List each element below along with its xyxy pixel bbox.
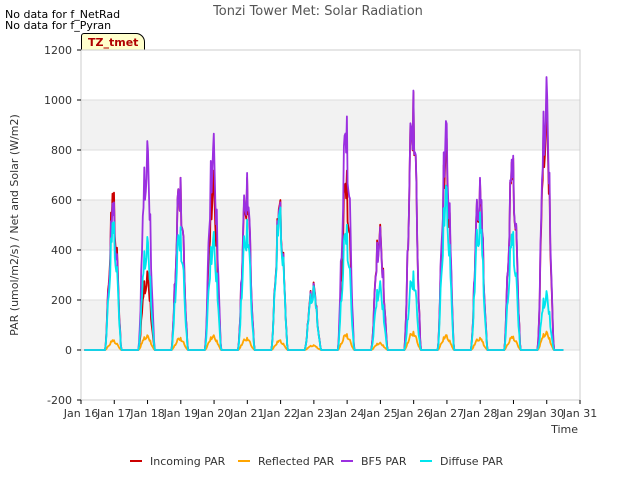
y-tick-label: 1000 [44, 94, 72, 107]
y-tick-label: 400 [51, 244, 72, 257]
x-tick-label: Jan 16 [63, 407, 98, 420]
x-tick-label: Jan 22 [262, 407, 297, 420]
y-tick-label: -200 [47, 394, 72, 407]
x-tick-label: Jan 23 [296, 407, 331, 420]
no-data-note-netrad: No data for f_NetRad [5, 8, 121, 21]
band [81, 100, 580, 150]
band [81, 200, 580, 250]
no-data-note-pyran: No data for f_Pyran [5, 19, 112, 32]
plot-frame [80, 49, 581, 401]
legend-label: Diffuse PAR [440, 455, 504, 468]
x-tick-label: Jan 26 [395, 407, 430, 420]
x-tick-label: Jan 25 [362, 407, 397, 420]
y-tick-label: 1200 [44, 44, 72, 57]
x-tick-label: Jan 31 [562, 407, 597, 420]
x-tick-label: Jan 24 [329, 407, 364, 420]
x-tick-label: Jan 19 [163, 407, 198, 420]
legend-label: Incoming PAR [150, 455, 226, 468]
band [81, 300, 580, 350]
y-tick-label: 200 [51, 294, 72, 307]
background-bands [81, 50, 580, 400]
tz-badge: TZ_tmet [81, 33, 146, 52]
legend-label: Reflected PAR [258, 455, 335, 468]
x-tick-label: Jan 30 [529, 407, 564, 420]
y-tick-label: 800 [51, 144, 72, 157]
legend: Incoming PAR Reflected PAR BF5 PAR Diffuse … [130, 455, 504, 468]
x-tick-label: Jan 18 [129, 407, 164, 420]
x-tick-label: Jan 17 [96, 407, 131, 420]
x-tick-label: Jan 28 [462, 407, 497, 420]
x-axis-label: Time [550, 423, 578, 436]
series-lines [84, 76, 564, 351]
x-tick-label: Jan 20 [196, 407, 231, 420]
y-tick-label: 0 [65, 344, 72, 357]
y-axis-label: PAR (umol/m2/s) / Net and Solar (W/m2) [8, 114, 21, 336]
x-tick-label: Jan 27 [429, 407, 464, 420]
chart-title: Tonzi Tower Met: Solar Radiation [212, 4, 423, 19]
series-diffuse-par [84, 184, 564, 351]
x-tick-label: Jan 29 [495, 407, 530, 420]
y-tick-label: 600 [51, 194, 72, 207]
legend-label: BF5 PAR [361, 455, 407, 468]
x-tick-label: Jan 21 [229, 407, 264, 420]
